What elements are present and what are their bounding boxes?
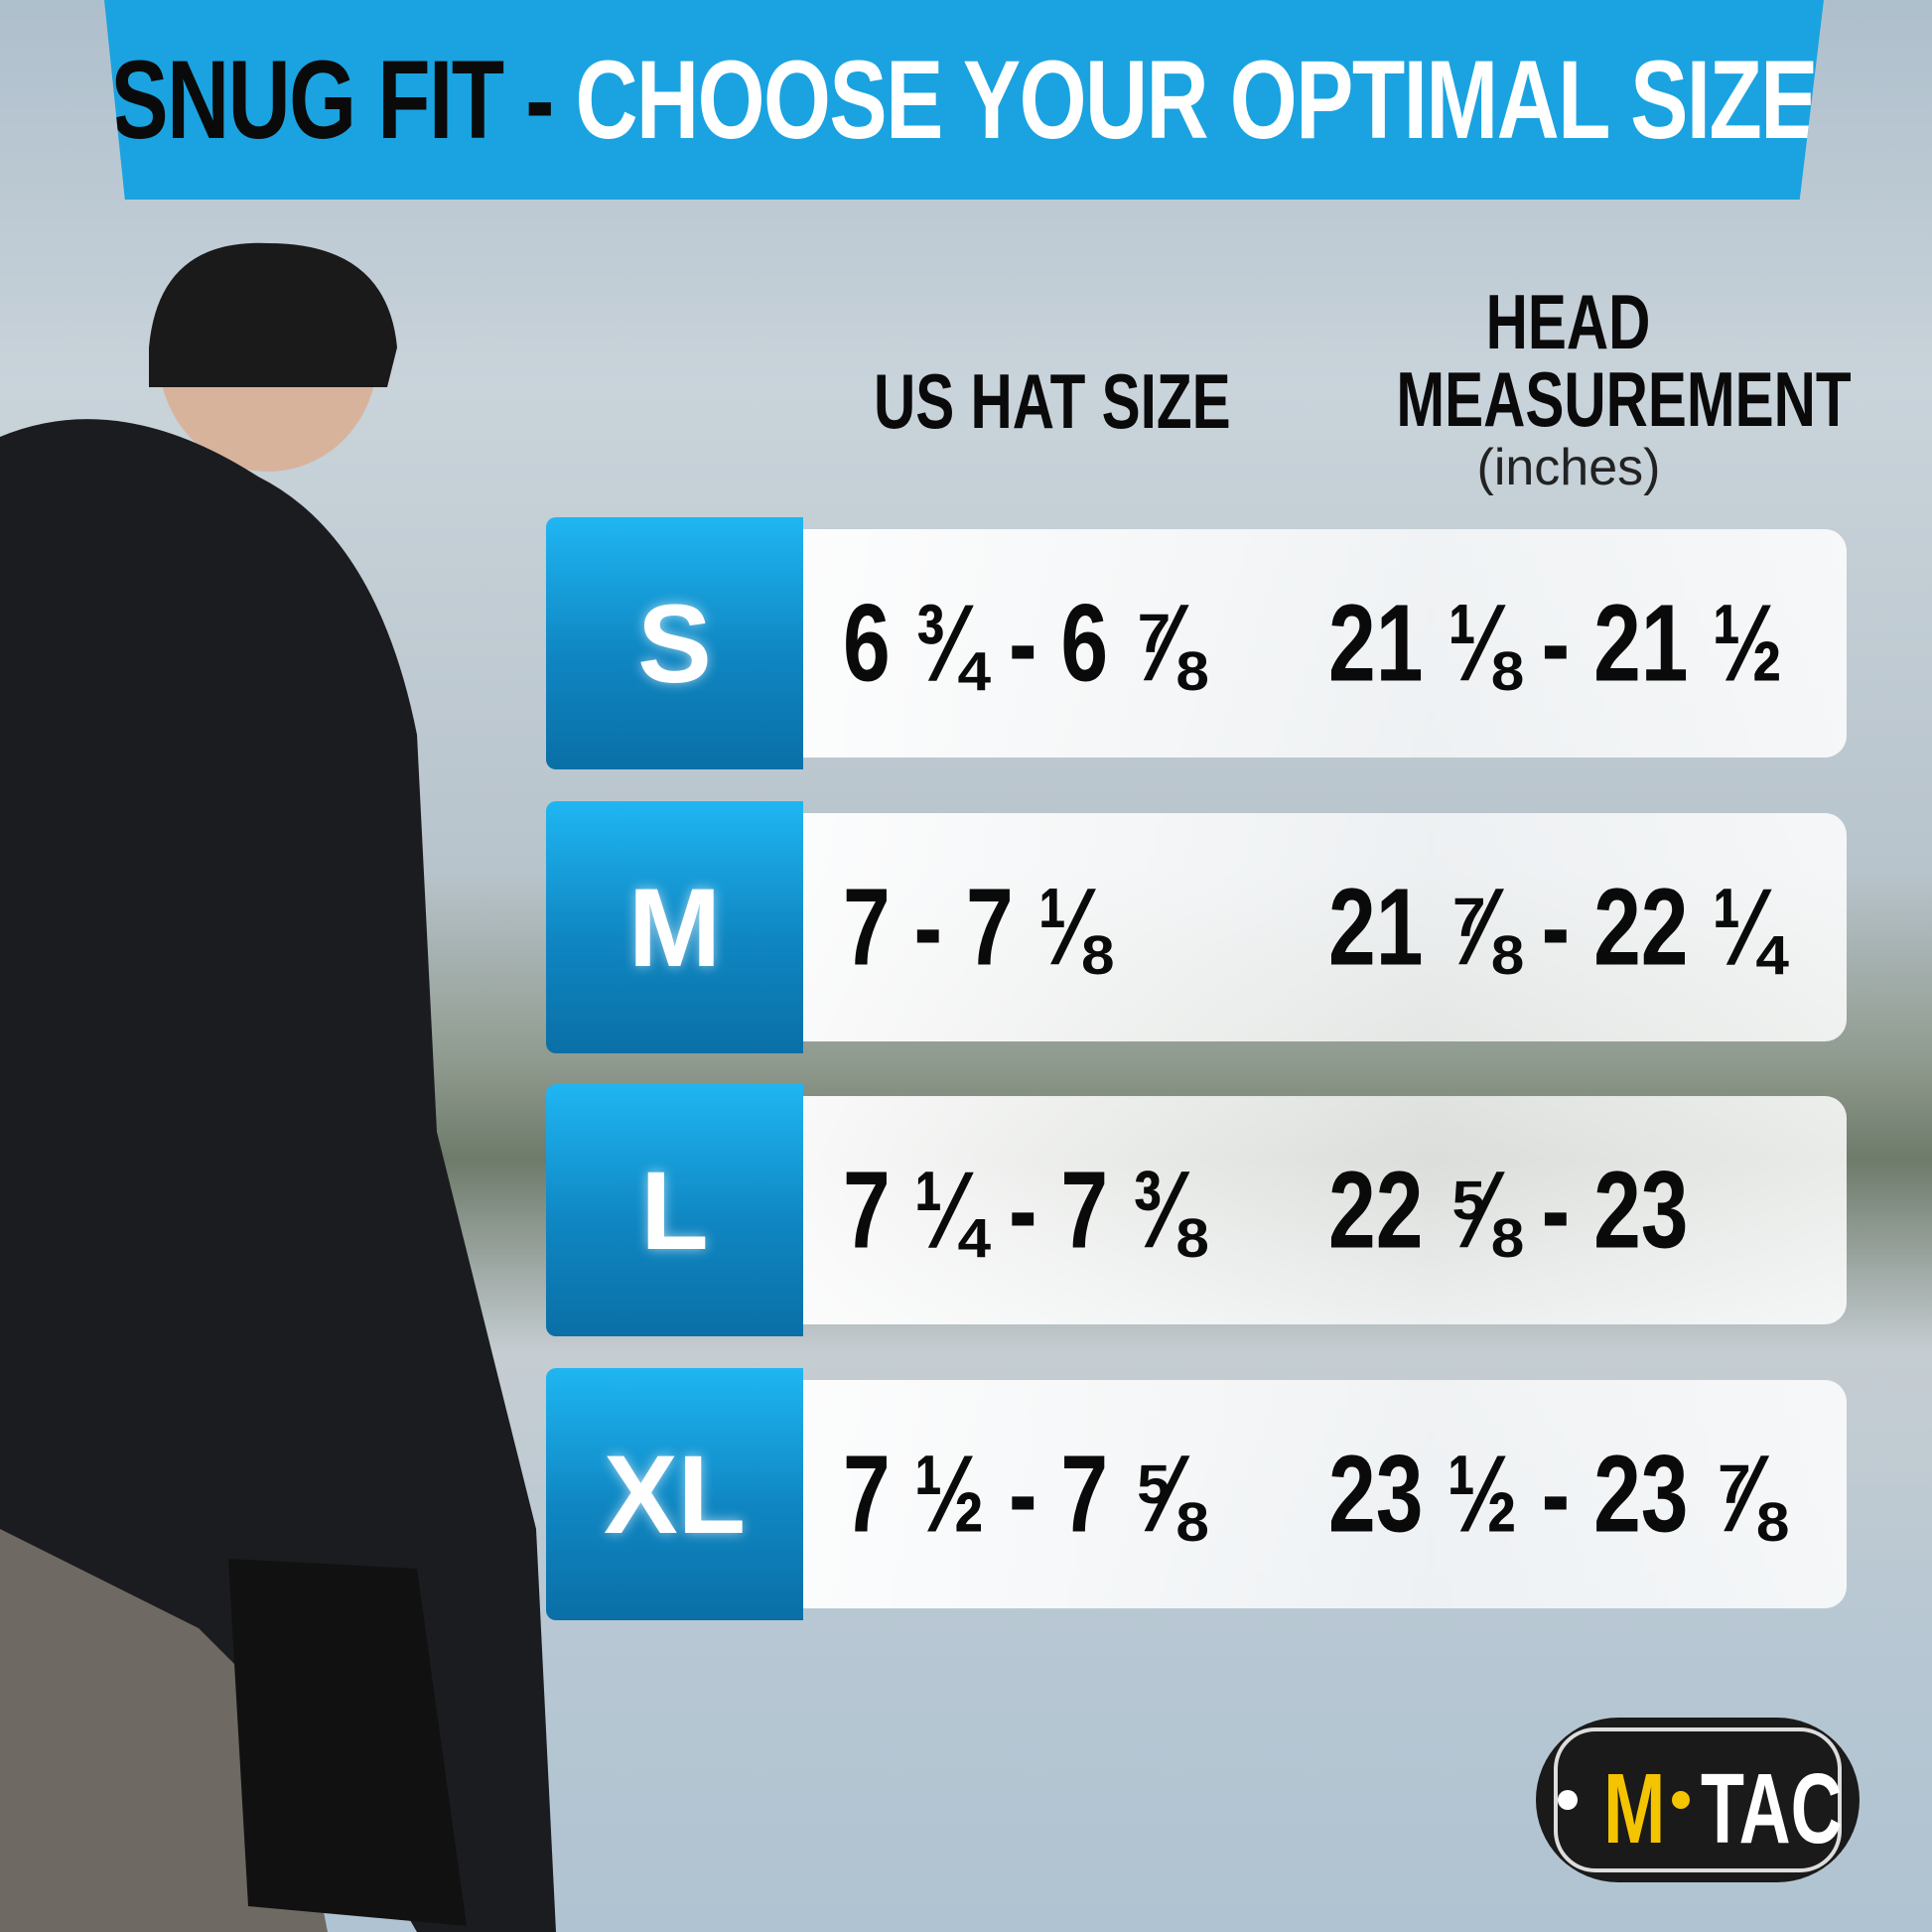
head-measurement-value: 21 ⅛ - 21 ½: [1328, 582, 1783, 705]
head-measurement-value: 21 ⅞ - 22 ¼: [1328, 866, 1783, 989]
title-banner: SNUG FIT - CHOOSE YOUR OPTIMAL SIZE: [104, 0, 1824, 200]
page-title: SNUG FIT - CHOOSE YOUR OPTIMAL SIZE: [110, 38, 1819, 162]
model-photo: [0, 242, 556, 1932]
column-header-head-measurement: HEAD MEASUREMENT (inches): [1396, 278, 1852, 496]
size-row-l: L 7 ¼ - 7 ⅜ 22 ⅝ - 23: [546, 1084, 1847, 1336]
size-badge: S: [546, 517, 803, 769]
hat-size-value: 6 ¾ - 6 ⅞: [843, 582, 1203, 705]
head-measurement-value: 22 ⅝ - 23: [1328, 1149, 1689, 1272]
size-row-s: S 6 ¾ - 6 ⅞ 21 ⅛ - 21 ½: [546, 517, 1847, 769]
m-tac-logo: M TAC: [1536, 1718, 1860, 1882]
size-badge: M: [546, 801, 803, 1053]
hat-size-value: 7 - 7 ⅛: [843, 866, 1109, 989]
column-header-hat-size: US HAT SIZE: [873, 357, 1231, 445]
head-measurement-value: 23 ½ - 23 ⅞: [1328, 1433, 1783, 1556]
hat-size-value: 7 ½ - 7 ⅝: [843, 1433, 1203, 1556]
size-row-m: M 7 - 7 ⅛ 21 ⅞ - 22 ¼: [546, 801, 1847, 1053]
size-badge: XL: [546, 1368, 803, 1620]
svg-text:M: M: [1603, 1752, 1665, 1863]
size-row-xl: XL 7 ½ - 7 ⅝ 23 ½ - 23 ⅞: [546, 1368, 1847, 1620]
hat-size-value: 7 ¼ - 7 ⅜: [843, 1149, 1203, 1272]
svg-text:TAC: TAC: [1701, 1753, 1843, 1863]
size-badge: L: [546, 1084, 803, 1336]
